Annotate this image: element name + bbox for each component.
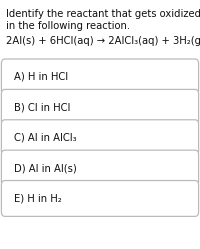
Text: B) Cl in HCl: B) Cl in HCl <box>14 102 70 112</box>
FancyBboxPatch shape <box>1 89 199 125</box>
FancyBboxPatch shape <box>1 59 199 95</box>
FancyBboxPatch shape <box>1 120 199 156</box>
FancyBboxPatch shape <box>1 150 199 186</box>
Text: C) Al in AlCl₃: C) Al in AlCl₃ <box>14 133 77 143</box>
Text: E) H in H₂: E) H in H₂ <box>14 193 62 203</box>
Text: 2Al(s) + 6HCl(aq) → 2AlCl₃(aq) + 3H₂(g): 2Al(s) + 6HCl(aq) → 2AlCl₃(aq) + 3H₂(g) <box>6 36 200 46</box>
Text: Identify the reactant that gets oxidized: Identify the reactant that gets oxidized <box>6 9 200 19</box>
FancyBboxPatch shape <box>1 181 199 216</box>
Text: A) H in HCl: A) H in HCl <box>14 72 68 82</box>
Text: D) Al in Al(s): D) Al in Al(s) <box>14 163 77 173</box>
Text: in the following reaction.: in the following reaction. <box>6 21 130 31</box>
